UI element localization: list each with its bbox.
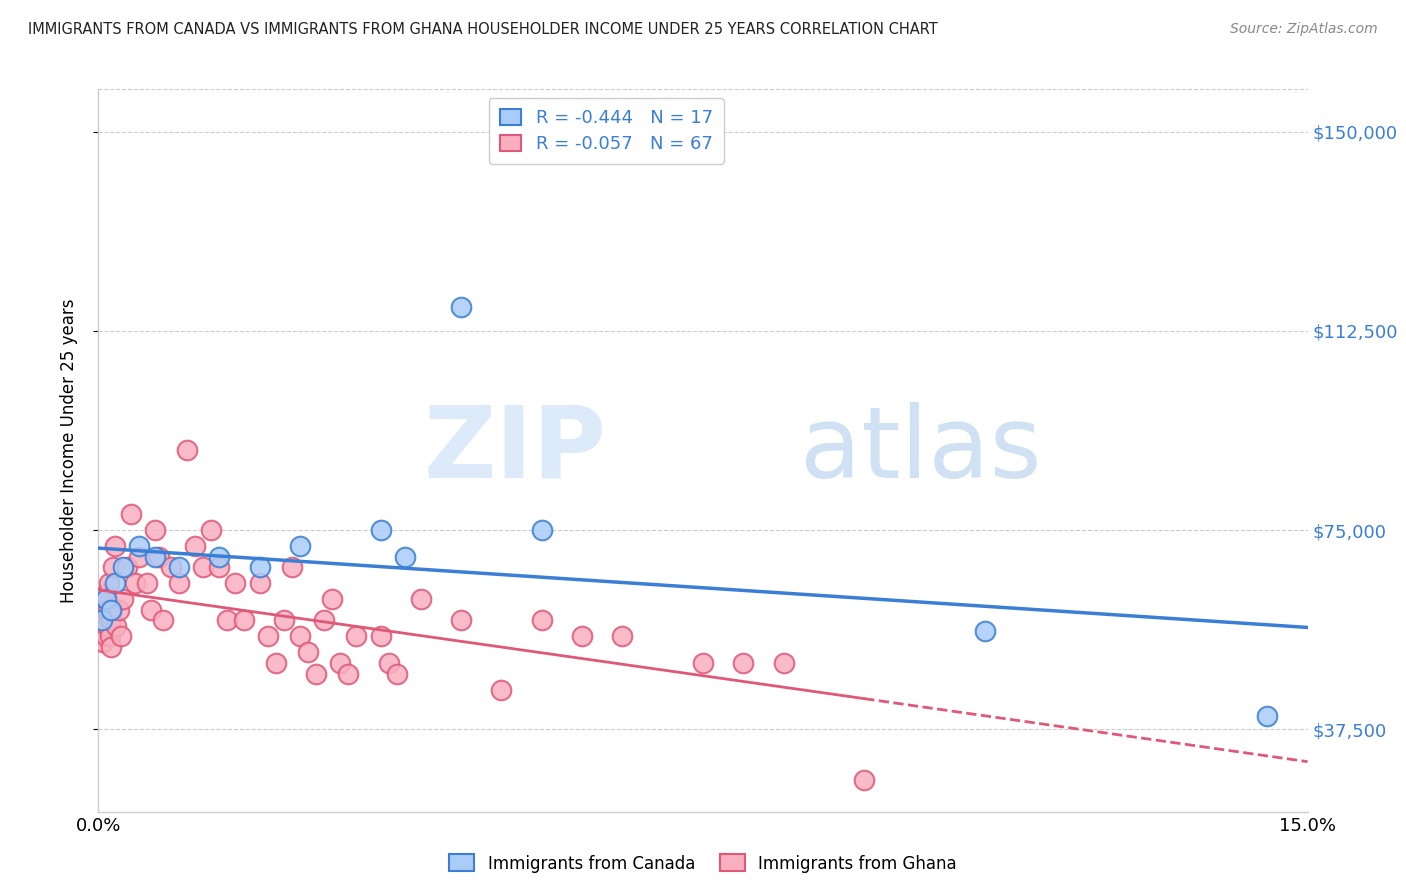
Point — [120, 507, 142, 521]
Text: IMMIGRANTS FROM CANADA VS IMMIGRANTS FROM GHANA HOUSEHOLDER INCOME UNDER 25 YEAR: IMMIGRANTS FROM CANADA VS IMMIGRANTS FRO… — [28, 22, 938, 37]
Point — [89, 614, 111, 628]
Point — [385, 666, 408, 681]
Point — [450, 300, 472, 314]
Point — [232, 614, 254, 628]
Point — [115, 560, 138, 574]
Point — [91, 619, 114, 633]
Point — [124, 576, 146, 591]
Point — [314, 614, 336, 628]
Point — [143, 523, 166, 537]
Point — [93, 592, 115, 607]
Point — [111, 560, 134, 574]
Point — [91, 614, 114, 628]
Point — [264, 656, 287, 670]
Point — [409, 592, 432, 607]
Point — [90, 603, 112, 617]
Point — [96, 592, 118, 607]
Point — [208, 560, 231, 574]
Point — [337, 666, 360, 681]
Point — [91, 634, 114, 648]
Point — [184, 539, 207, 553]
Point — [612, 629, 634, 643]
Point — [1256, 709, 1278, 723]
Point — [571, 629, 593, 643]
Text: ZIP: ZIP — [423, 402, 606, 499]
Y-axis label: Householder Income Under 25 years: Householder Income Under 25 years — [59, 298, 77, 603]
Point — [110, 629, 132, 643]
Point — [100, 640, 122, 654]
Point — [193, 560, 215, 574]
Point — [100, 614, 122, 628]
Point — [305, 666, 328, 681]
Point — [143, 549, 166, 564]
Point — [101, 603, 124, 617]
Point — [530, 523, 553, 537]
Point — [176, 443, 198, 458]
Point — [135, 576, 157, 591]
Point — [96, 587, 118, 601]
Point — [111, 592, 134, 607]
Point — [370, 523, 392, 537]
Point — [97, 603, 120, 617]
Point — [139, 603, 162, 617]
Point — [273, 614, 295, 628]
Point — [450, 614, 472, 628]
Text: Source: ZipAtlas.com: Source: ZipAtlas.com — [1230, 22, 1378, 37]
Point — [103, 539, 125, 553]
Point — [101, 560, 124, 574]
Point — [491, 682, 513, 697]
Point — [297, 645, 319, 659]
Legend: R = -0.444   N = 17, R = -0.057   N = 67: R = -0.444 N = 17, R = -0.057 N = 67 — [489, 98, 724, 163]
Point — [200, 523, 222, 537]
Point — [370, 629, 392, 643]
Point — [90, 629, 112, 643]
Point — [96, 619, 118, 633]
Point — [152, 614, 174, 628]
Legend: Immigrants from Canada, Immigrants from Ghana: Immigrants from Canada, Immigrants from … — [443, 847, 963, 880]
Point — [128, 539, 150, 553]
Point — [100, 603, 122, 617]
Point — [281, 560, 304, 574]
Point — [208, 549, 231, 564]
Point — [377, 656, 399, 670]
Point — [167, 576, 190, 591]
Point — [167, 560, 190, 574]
Point — [94, 603, 117, 617]
Point — [692, 656, 714, 670]
Point — [288, 539, 311, 553]
Point — [160, 560, 183, 574]
Point — [256, 629, 278, 643]
Point — [94, 629, 117, 643]
Point — [148, 549, 170, 564]
Point — [249, 560, 271, 574]
Point — [103, 576, 125, 591]
Point — [97, 576, 120, 591]
Text: atlas: atlas — [800, 402, 1042, 499]
Point — [530, 614, 553, 628]
Point — [107, 603, 129, 617]
Point — [217, 614, 239, 628]
Point — [772, 656, 794, 670]
Point — [128, 549, 150, 564]
Point — [224, 576, 246, 591]
Point — [344, 629, 367, 643]
Point — [394, 549, 416, 564]
Point — [974, 624, 997, 639]
Point — [329, 656, 352, 670]
Point — [288, 629, 311, 643]
Point — [98, 629, 121, 643]
Point — [853, 772, 876, 787]
Point — [105, 619, 128, 633]
Point — [321, 592, 343, 607]
Point — [733, 656, 755, 670]
Point — [249, 576, 271, 591]
